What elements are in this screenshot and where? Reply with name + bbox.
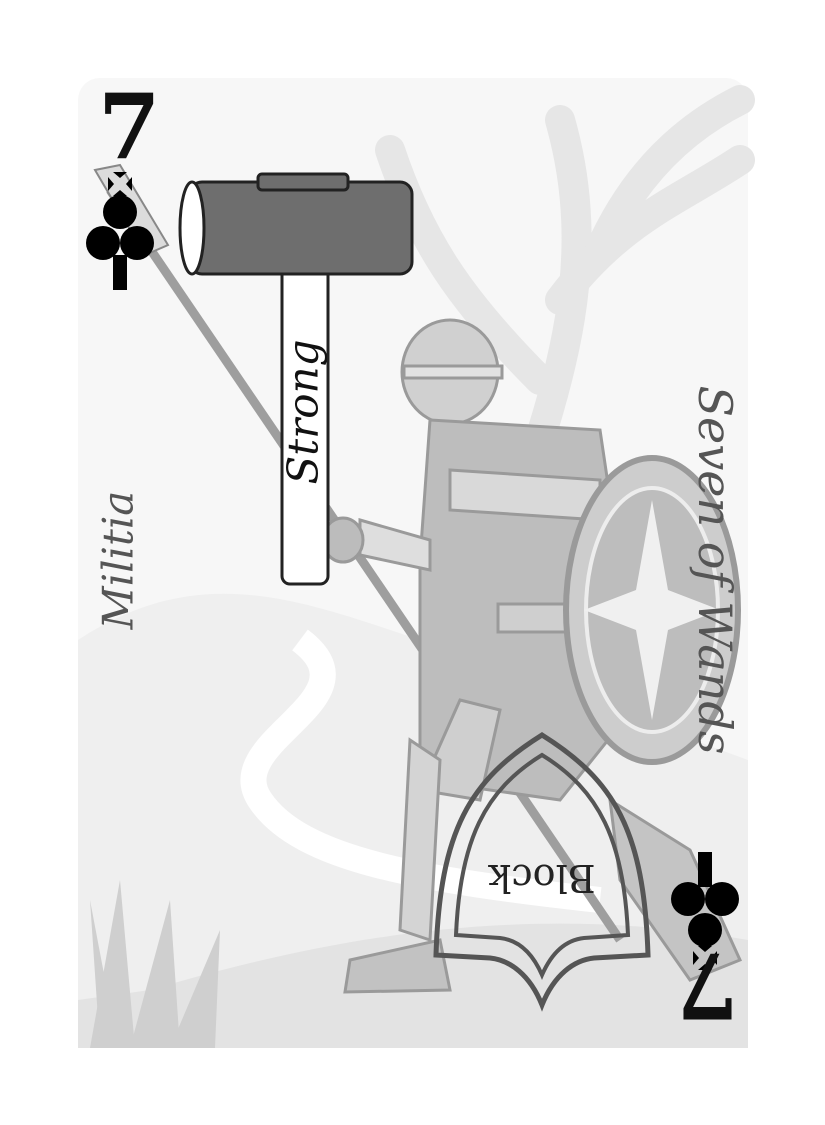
card-rank: 7 <box>98 74 161 180</box>
club-icon-bottom <box>671 852 739 970</box>
card-rank-inverted: 7 <box>676 932 739 1038</box>
shield-icon <box>433 732 651 1012</box>
card-name: Seven of Wands <box>688 385 742 755</box>
shield-inner-outline <box>453 752 631 981</box>
grass-illustration <box>90 880 220 1048</box>
round-shield-illustration <box>563 455 741 765</box>
unit-type-label: Militia <box>93 490 143 630</box>
attack-label: Strong <box>278 339 328 485</box>
sledgehammer-icon <box>178 172 414 586</box>
trail-illustration <box>240 629 602 913</box>
club-icon <box>86 172 154 290</box>
defense-label: Block <box>488 856 596 900</box>
